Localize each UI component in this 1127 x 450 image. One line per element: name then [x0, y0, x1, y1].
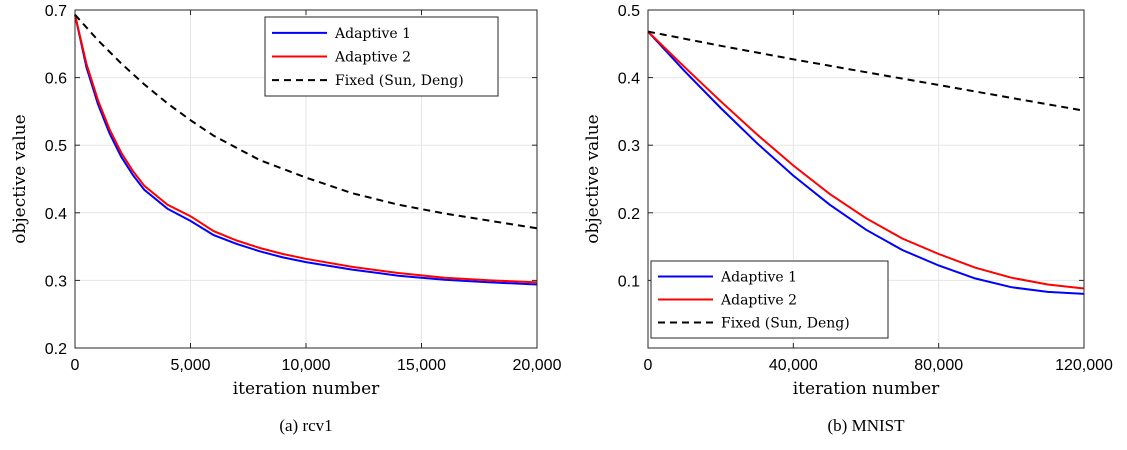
figure-caption: (b) MNIST [828, 416, 906, 435]
legend-label-3: Fixed (Sun, Deng) [335, 73, 464, 89]
series-line-2 [648, 32, 1084, 289]
y-tick-label: 0.4 [618, 71, 640, 88]
chart-panel-1: 0 5,000 10,000 15,000 20,000 0.2 0.3 0.4 0.5 0.6 0… [10, 3, 562, 435]
series-line-3 [648, 32, 1084, 111]
y-tick-label: 0.3 [618, 138, 640, 155]
y-tick-label: 0.7 [45, 3, 67, 20]
x-tick-label: 15,000 [397, 357, 446, 374]
x-axis-title: iteration number [233, 379, 380, 399]
series-line-1 [648, 32, 1084, 294]
y-tick-label: 0.5 [45, 138, 67, 155]
x-tick-label: 10,000 [282, 357, 331, 374]
y-tick-label: 0.3 [45, 273, 67, 290]
x-tick-label: 0 [644, 357, 653, 374]
x-tick-label: 80,000 [914, 357, 963, 374]
legend-label-2: Adaptive 2 [334, 50, 411, 66]
y-tick-label: 0.1 [618, 273, 640, 290]
y-axis-title: objective value [583, 114, 603, 244]
y-tick-label: 0.4 [45, 206, 67, 223]
x-tick-label: 120,000 [1055, 357, 1113, 374]
legend: Adaptive 1 Adaptive 2 Fixed (Sun, Deng) [265, 17, 498, 96]
figure-caption: (a) rcv1 [279, 416, 332, 435]
chart-panel-2: 0 40,000 80,000 120,000 0.1 0.2 0.3 0.4 0.5 itera… [583, 3, 1113, 435]
legend-label-1: Adaptive 1 [334, 26, 411, 42]
y-tick-label: 0.5 [618, 3, 640, 20]
x-axis-title: iteration number [793, 379, 940, 399]
x-tick-label: 20,000 [513, 357, 562, 374]
legend-label-2: Adaptive 2 [720, 293, 797, 309]
x-tick-label: 5,000 [170, 357, 210, 374]
x-tick-label: 40,000 [769, 357, 818, 374]
legend-label-3: Fixed (Sun, Deng) [721, 316, 850, 332]
y-tick-label: 0.2 [45, 341, 67, 358]
legend-label-1: Adaptive 1 [720, 270, 797, 286]
y-tick-label: 0.2 [618, 206, 640, 223]
legend: Adaptive 1 Adaptive 2 Fixed (Sun, Deng) [651, 261, 888, 338]
y-axis-title: objective value [10, 114, 30, 244]
x-tick-label: 0 [71, 357, 80, 374]
y-tick-label: 0.6 [45, 71, 67, 88]
